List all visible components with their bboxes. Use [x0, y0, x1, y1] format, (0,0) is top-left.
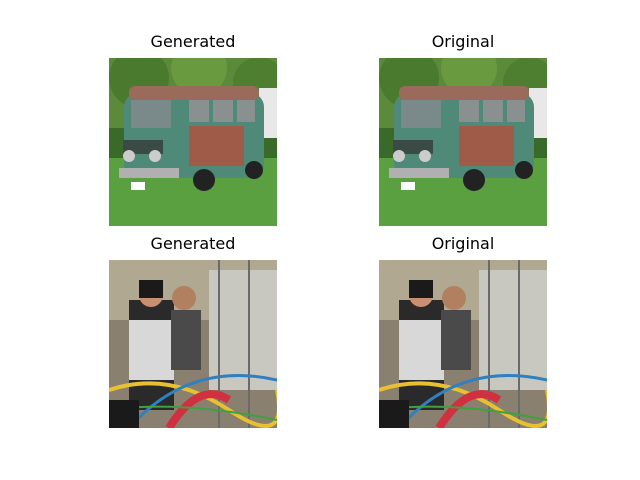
vw-bus-generated-svg: [109, 58, 277, 226]
vw-bus-image: [109, 58, 277, 226]
lab-people-generated-svg: [109, 260, 277, 428]
panel-title: Generated: [150, 234, 236, 253]
panel-title: Original: [431, 32, 495, 51]
vw-bus-original-svg: [379, 58, 547, 226]
vw-bus-image: [379, 58, 547, 226]
panel-title: Original: [431, 234, 495, 253]
lab-people-original-svg: [379, 260, 547, 428]
lab-people-image: [109, 260, 277, 428]
lab-people-image: [379, 260, 547, 428]
panel-title: Generated: [150, 32, 236, 51]
